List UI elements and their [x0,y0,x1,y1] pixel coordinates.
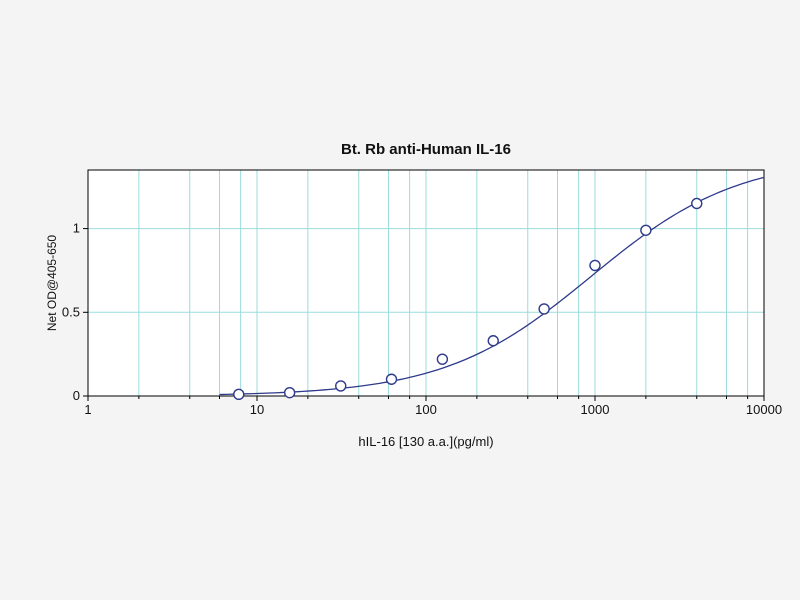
data-point [487,335,499,347]
x-axis-label: hIL-16 [130 a.a.](pg/ml) [358,434,494,449]
y-tick-label: 1 [73,221,80,236]
data-point [335,380,347,392]
data-point [640,224,652,236]
x-tick-label: 100 [415,402,437,417]
y-axis-label: Net OD@405-650 [45,234,59,332]
fit-curve [219,176,765,396]
x-tick-label: 10000 [746,402,782,417]
y-tick-label: 0.5 [62,304,80,319]
x-tick-label: 10 [250,402,264,417]
y-tick-label: 0 [73,388,80,403]
data-point [538,303,550,315]
data-point [233,388,245,401]
chart-title: Bt. Rb anti-Human IL-16 [340,141,511,158]
data-point [589,259,601,272]
x-tick-label: 1 [84,402,91,417]
data-point [436,353,449,365]
data-point [283,386,296,399]
data-point [385,373,398,385]
data-point [691,197,703,210]
x-tick-label: 1000 [581,402,610,417]
